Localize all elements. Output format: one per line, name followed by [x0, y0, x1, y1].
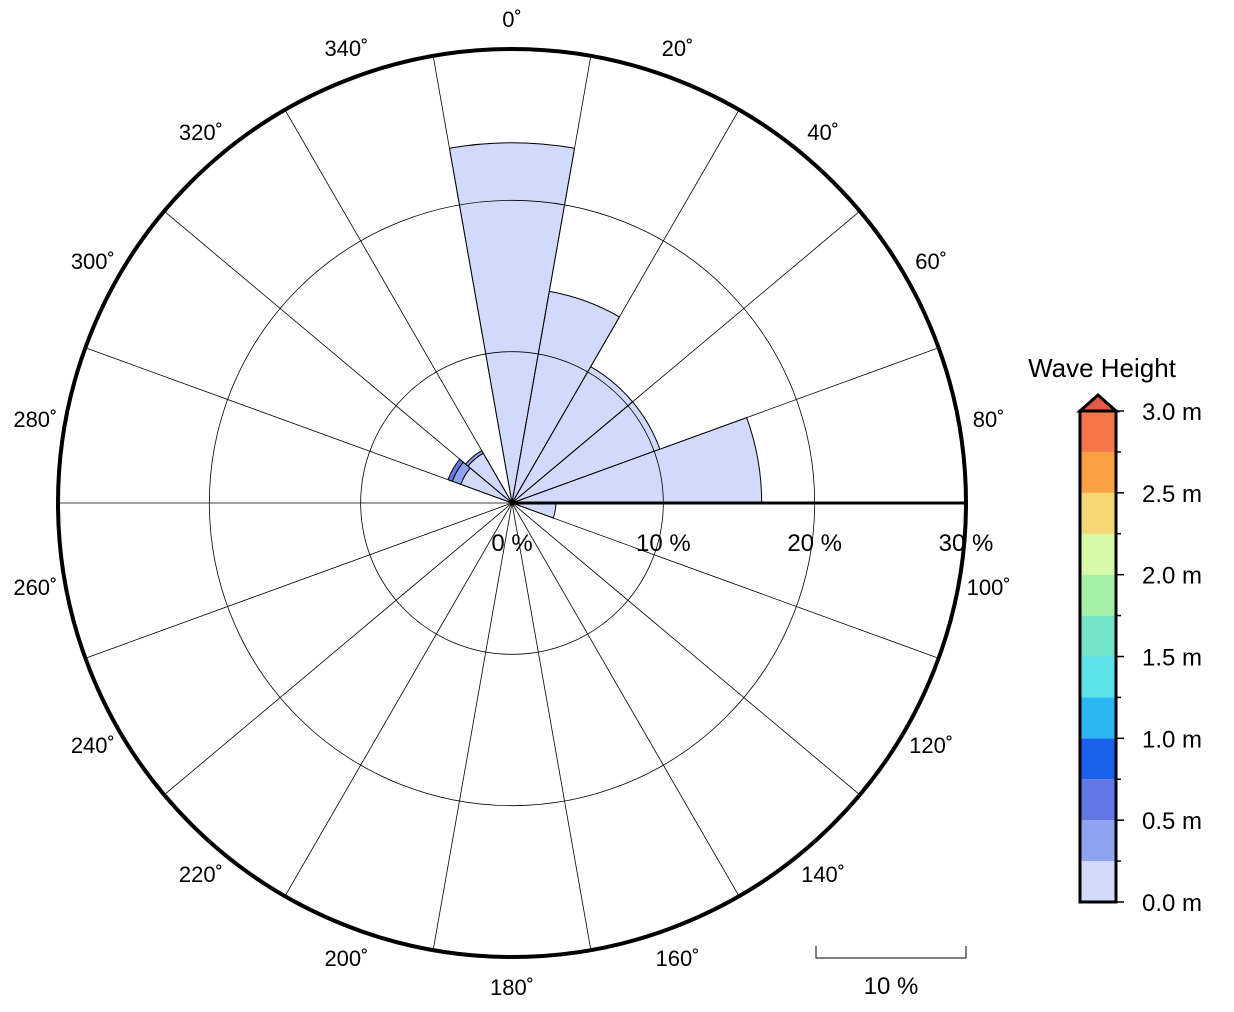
angle-label-140: 140˚: [801, 862, 845, 887]
grid-spoke-30: [511, 109, 740, 504]
grid-spoke-170: [511, 502, 592, 951]
colorbar-bin-5: [1080, 656, 1116, 698]
angle-label-180: 180˚: [490, 975, 534, 1000]
angle-label-340: 340˚: [324, 36, 368, 61]
colorbar-bin-10: [1080, 451, 1116, 493]
colorbar-bin-4: [1080, 697, 1116, 739]
angle-labels: 0˚ 20˚ 40˚ 60˚ 80˚ 100˚ 120˚ 140˚ 160˚ 180˚ 200˚ 22…: [13, 7, 1010, 1000]
grid-spoke-230: [163, 502, 513, 796]
grid-spoke-190: [432, 502, 513, 951]
grid-spoke-310: [163, 210, 513, 504]
grid-spoke-150: [511, 502, 740, 897]
colorbar-bin-7: [1080, 574, 1116, 616]
colorbar-label-3: 1.5 m: [1142, 645, 1202, 672]
grid-spoke-350: [432, 55, 513, 504]
colorbar-bin-1: [1080, 820, 1116, 862]
grid-spoke-330: [284, 109, 513, 504]
angle-label-220: 220˚: [179, 862, 223, 887]
angle-label-320: 320˚: [179, 120, 223, 145]
colorbar-label-1: 0.5 m: [1142, 808, 1202, 835]
angle-label-260: 260˚: [13, 575, 57, 600]
angle-label-80: 80˚: [973, 407, 1005, 432]
scale-bar-label: 10 %: [864, 973, 919, 1000]
colorbar-label-6: 3.0 m: [1142, 399, 1202, 426]
angle-label-20: 20˚: [662, 36, 694, 61]
radial-label-1: 10 %: [636, 530, 691, 557]
colorbar-overflow-triangle: [1076, 392, 1120, 413]
colorbar-bin-2: [1080, 779, 1116, 821]
angle-label-280: 280˚: [13, 407, 57, 432]
angle-label-60: 60˚: [915, 249, 947, 274]
angle-label-240: 240˚: [71, 733, 115, 758]
colorbar-bin-0: [1080, 861, 1116, 902]
scale-bar: 10 %: [815, 946, 967, 1000]
radial-label-2: 20 %: [787, 530, 842, 557]
scale-bar-line: [815, 946, 967, 959]
angle-label-200: 200˚: [324, 946, 368, 971]
grid-spoke-70: [511, 347, 939, 504]
polar-grid: [56, 47, 968, 959]
colorbar-bin-8: [1080, 533, 1116, 575]
angle-label-160: 160˚: [656, 946, 700, 971]
colorbar-bin-6: [1080, 615, 1116, 657]
grid-spoke-290: [85, 347, 513, 504]
colorbar-title: Wave Height: [1028, 353, 1177, 383]
grid-spoke-250: [85, 502, 513, 659]
angle-label-300: 300˚: [71, 249, 115, 274]
grid-spoke-50: [511, 210, 861, 504]
grid-spoke-130: [511, 502, 861, 796]
radial-label-0: 0 %: [491, 530, 532, 557]
colorbar-label-2: 1.0 m: [1142, 726, 1202, 753]
colorbar-bin-11: [1080, 411, 1116, 452]
radial-labels: 0 % 10 % 20 % 30 %: [491, 530, 993, 557]
grid-spoke-210: [284, 502, 513, 897]
angle-label-100: 100˚: [967, 575, 1011, 600]
colorbar-label-4: 2.0 m: [1142, 563, 1202, 590]
angle-label-0: 0˚: [502, 7, 522, 32]
angle-label-120: 120˚: [909, 733, 953, 758]
colorbar-bin-3: [1080, 738, 1116, 780]
grid-spoke-110: [511, 502, 939, 659]
colorbar: 0.0 m 0.5 m 1.0 m 1.5 m 2.0 m 2.5 m 3.0 m Wave …: [1028, 353, 1202, 917]
colorbar-label-5: 2.5 m: [1142, 481, 1202, 508]
colorbar-bin-9: [1080, 492, 1116, 534]
colorbar-label-0: 0.0 m: [1142, 890, 1202, 917]
radial-label-3: 30 %: [939, 530, 994, 557]
grid-spoke-10: [511, 55, 592, 504]
sectors-layer: [447, 142, 763, 519]
angle-label-40: 40˚: [807, 120, 839, 145]
